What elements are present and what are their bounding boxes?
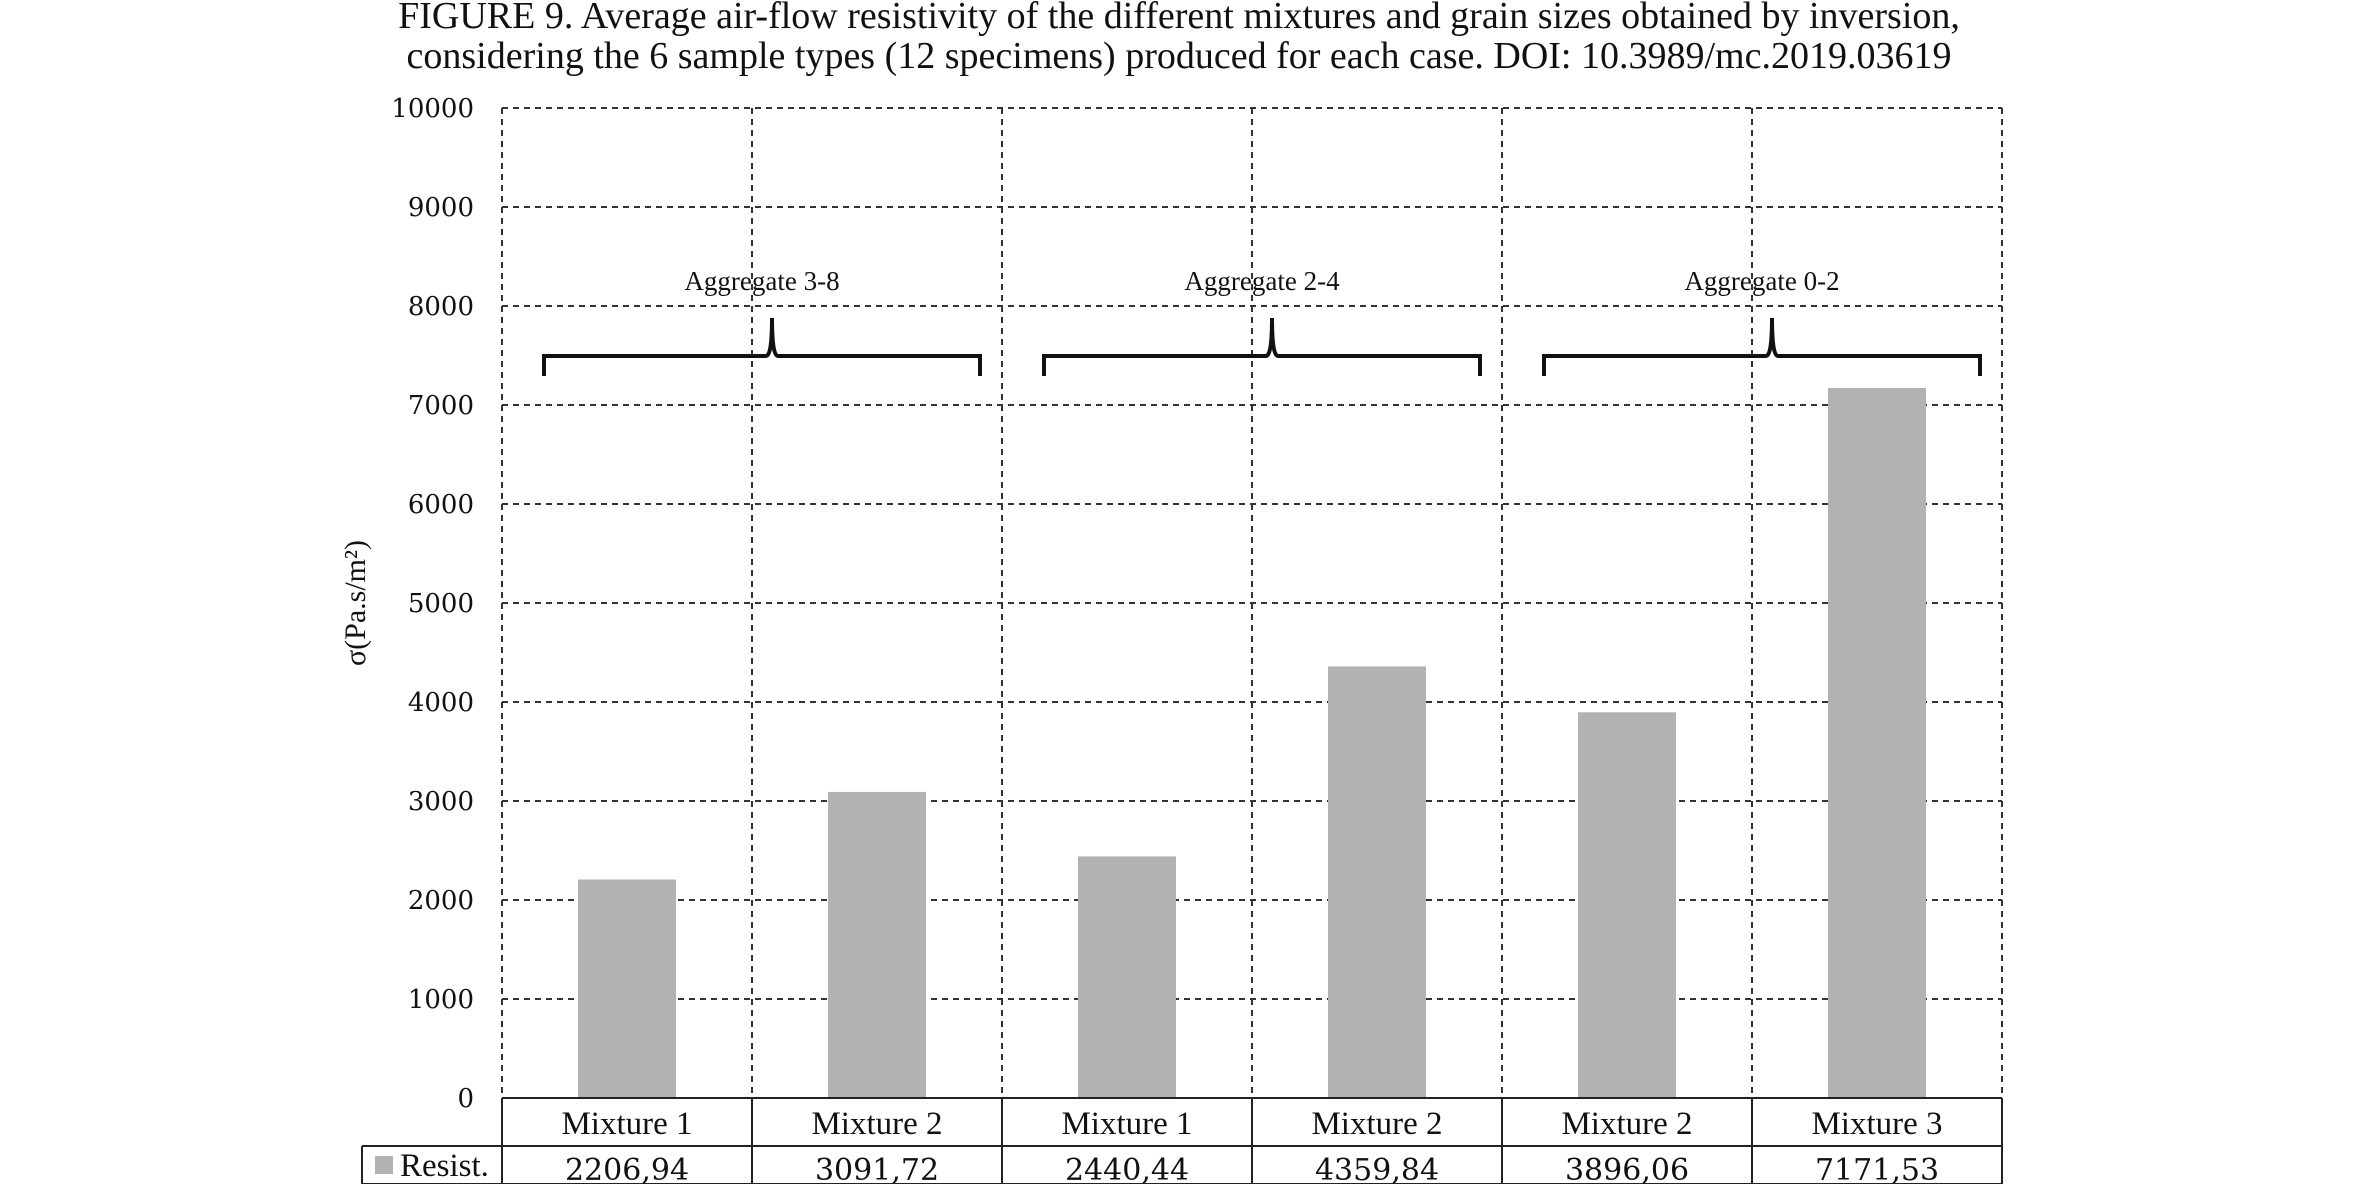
y-tick-label: 4000 [408,688,474,718]
y-tick-label: 2000 [408,886,474,916]
x-category-label: Mixture 1 [1061,1106,1192,1142]
data-label: 2206,94 [565,1153,689,1184]
y-axis-label: σ(Pa.s/m²) [339,540,372,666]
group-brace [1042,317,1482,376]
x-category-label: Mixture 2 [1311,1106,1442,1142]
data-label: 7171,53 [1815,1153,1939,1184]
bar [1578,712,1676,1098]
caption-line-2: considering the 6 sample types (12 speci… [407,35,1952,77]
data-label: 3896,06 [1565,1153,1689,1184]
y-tick-label: 10000 [391,94,474,124]
group-label: Aggregate 3-8 [684,266,839,296]
y-tick-label: 1000 [408,985,474,1015]
data-label: 2440,44 [1065,1153,1189,1184]
bar [578,879,676,1098]
x-category-label: Mixture 2 [811,1106,942,1142]
y-tick-label: 9000 [408,193,474,223]
group-label: Aggregate 0-2 [1684,266,1839,296]
group-label: Aggregate 2-4 [1184,266,1340,296]
bar [1328,666,1426,1098]
y-tick-label: 3000 [408,787,474,817]
x-category-label: Mixture 2 [1561,1106,1692,1142]
y-tick-label: 8000 [408,292,474,322]
legend-label: Resist. [400,1148,489,1184]
group-brace [542,317,982,376]
x-category-label: Mixture 1 [561,1106,692,1142]
y-tick-label: 0 [457,1084,474,1114]
data-label: 4359,84 [1315,1153,1439,1184]
bar [828,791,926,1098]
group-brace [1542,317,1982,376]
x-category-label: Mixture 3 [1811,1106,1942,1142]
caption-line-1: FIGURE 9. Average air-flow resistivity o… [398,0,1960,37]
data-label: 3091,72 [815,1153,939,1184]
bar [1078,856,1176,1098]
y-tick-label: 6000 [408,490,474,520]
bar [1828,388,1926,1098]
legend-swatch [375,1156,393,1174]
y-tick-label: 7000 [408,391,474,421]
y-tick-label: 5000 [408,589,474,619]
